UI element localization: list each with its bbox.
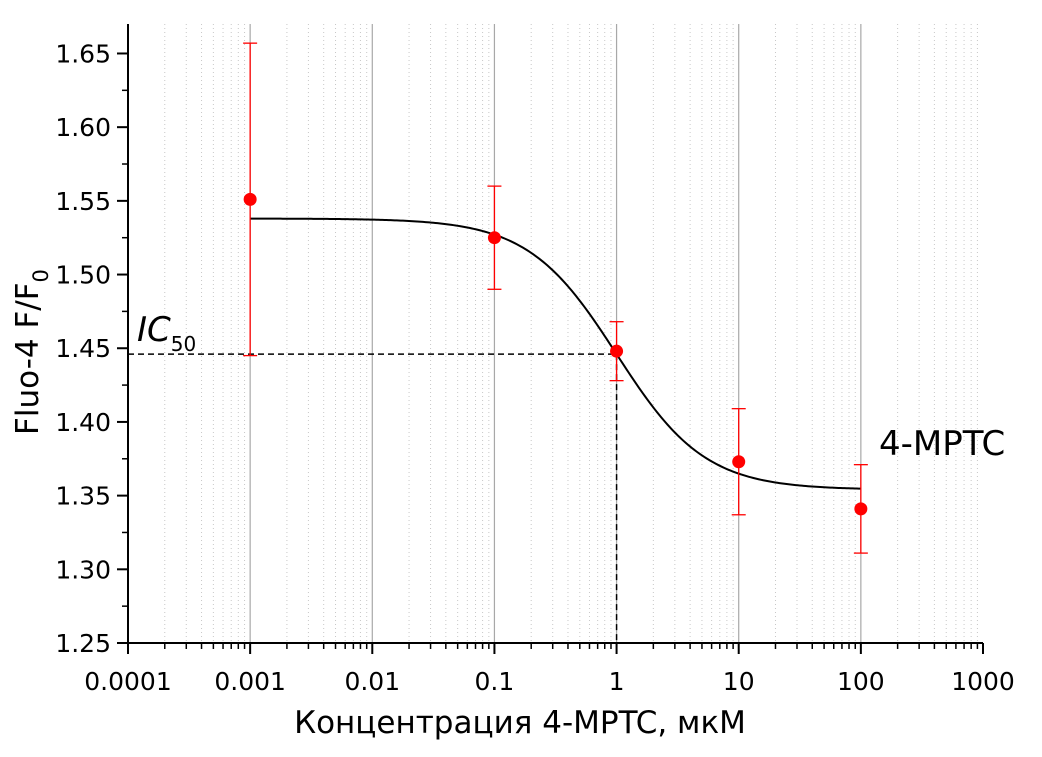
ic50-label-subscript: 50 xyxy=(171,332,196,356)
y-tick-label: 1.25 xyxy=(55,629,111,658)
y-tick-label: 1.30 xyxy=(55,555,111,584)
ic50-label: IC50 xyxy=(137,310,196,356)
x-tick-label: 0.01 xyxy=(344,667,400,696)
y-tick-label: 1.55 xyxy=(55,187,111,216)
series-label: 4-MPTC xyxy=(879,424,1005,464)
axes: 0.0001 0.001 0.01 0.1 1 10 100 1000 1.25 1.30 1.35… xyxy=(55,24,1015,696)
ic50-guides xyxy=(128,353,618,643)
fit-curve-group xyxy=(250,217,861,490)
data-point xyxy=(854,502,868,516)
x-tick-label: 0.1 xyxy=(475,667,515,696)
x-tick-label: 1000 xyxy=(951,667,1015,696)
x-tick-label: 1 xyxy=(609,667,625,696)
data-point xyxy=(610,344,624,358)
y-axis-title-main: Fluo-4 F/F xyxy=(10,282,46,435)
data-points xyxy=(243,42,868,554)
svg-text:Fluo-4 F/F0: Fluo-4 F/F0 xyxy=(10,269,53,435)
data-point xyxy=(243,192,257,206)
x-axis-title: Концентрация 4-MPTC, мкМ xyxy=(294,705,746,741)
y-tick-label: 1.50 xyxy=(55,261,111,290)
ic50-label-main: IC xyxy=(137,310,171,350)
y-tick-label: 1.65 xyxy=(55,39,111,68)
fit-curve xyxy=(250,217,861,490)
data-point xyxy=(487,231,501,245)
x-tick-label: 0.0001 xyxy=(84,667,171,696)
x-tick-label: 0.001 xyxy=(214,667,286,696)
y-tick-label: 1.40 xyxy=(55,408,111,437)
y-axis-title: Fluo-4 F/F0 xyxy=(10,269,53,435)
x-tick-label: 100 xyxy=(837,667,885,696)
y-tick-label: 1.35 xyxy=(55,482,111,511)
data-point xyxy=(732,455,746,469)
y-axis-title-subscript: 0 xyxy=(29,269,53,282)
grid xyxy=(164,24,978,643)
x-tick-label: 10 xyxy=(723,667,755,696)
y-tick-label: 1.60 xyxy=(55,113,111,142)
y-tick-label: 1.45 xyxy=(55,334,111,363)
